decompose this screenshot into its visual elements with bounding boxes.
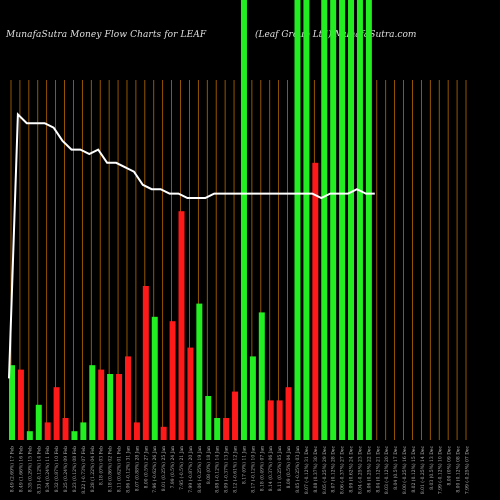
bar: [339, 0, 346, 440]
bar: [53, 387, 60, 440]
bar: [107, 374, 114, 440]
x-tick-label: 8.12 (-0.61%) 12 Jan: [232, 446, 239, 493]
chart-title: MunafaSutra Money Flow Charts for LEAF: [6, 30, 207, 40]
bar: [205, 396, 212, 440]
x-tick-label: 8.09 (0.5%) 04 Jan: [285, 446, 292, 488]
x-tick-label: 8.00 (0.5%) 27 Jan: [142, 446, 149, 488]
bar: [26, 431, 33, 440]
x-tick-label: 8.00 (-0.25%) 16 Dec: [401, 446, 408, 495]
x-tick-label: 7.96 (-0.62%) 26 Jan: [151, 446, 158, 493]
x-tick-label: 8.04 (0.12%) 21 Dec: [374, 446, 381, 493]
bar: [142, 286, 149, 440]
bar: [365, 0, 372, 440]
bar: [80, 422, 87, 440]
bar: [285, 387, 292, 440]
x-tick-label: 8.25 (0.24%) 09 Feb: [62, 446, 69, 492]
x-tick-label: 8.01 (-0.25%) 14 Dec: [419, 446, 426, 495]
x-tick-label: 7.99 (-0.87%) 20 Jan: [187, 446, 194, 493]
bar: [214, 418, 221, 440]
bar: [89, 365, 96, 440]
x-tick-label: 7.99 (-0.12%) 10 Dec: [437, 446, 444, 495]
bar: [276, 400, 283, 440]
x-tick-label: 8.09 (-0.37%) 13 Jan: [223, 446, 230, 493]
bar: [62, 418, 69, 440]
x-tick-label: 8.07 (-0.12%) 31 Dec: [303, 446, 310, 495]
bar: [356, 0, 363, 440]
x-tick-label: 8.04 (-0.25%) 23 Dec: [356, 446, 363, 495]
bar: [44, 422, 51, 440]
bar: [17, 369, 24, 440]
bar: [267, 400, 274, 440]
x-tick-label: 8.03 (0.5%) 13 Dec: [428, 446, 435, 490]
x-tick-label: 8.17 (0%) 11 Jan: [241, 446, 248, 484]
bar: [133, 422, 140, 440]
x-tick-label: 8.28 (1.22%) 04 Feb: [89, 446, 96, 492]
bar: [71, 431, 78, 440]
x-tick-label: 8.17 (-0.12%) 10 Jan: [249, 446, 256, 493]
x-tick-label: 8.11 (0.25%) 05 Jan: [276, 446, 283, 491]
price-line: [8, 112, 375, 379]
bar: [321, 0, 328, 440]
x-tick-label: 8.07 (0.12%) 28 Dec: [330, 446, 337, 493]
x-tick-label: 8.05 (-0.25%) 29 Dec: [321, 446, 328, 495]
bar: [232, 391, 239, 440]
x-tick-label: 7.99 (-0.25%) 07 Dec: [464, 446, 471, 495]
bar: [258, 312, 265, 440]
bar: [178, 211, 185, 440]
bar: [124, 356, 131, 440]
x-tick-label: 8.05 (-0.25%) 03 Jan: [294, 446, 301, 493]
x-tick-label: 8.06 (-0.37%) 27 Dec: [339, 446, 346, 495]
bar: [249, 356, 256, 440]
x-tick-label: 8.09 (0.62%) 24 Dec: [348, 446, 355, 493]
x-tick-label: 8.18 (0%) 03 Feb: [98, 446, 105, 485]
x-tick-label: 8.01 (0.25%) 25 Jan: [160, 446, 167, 491]
x-tick-label: 8.02 (0.12%) 15 Dec: [410, 446, 417, 493]
bar: [303, 0, 310, 440]
bar: [223, 418, 230, 440]
x-tick-label: 8.08 (0.37%) 30 Dec: [312, 446, 319, 493]
bar: [9, 365, 15, 440]
x-tick-label: 8.00 (0%) 09 Dec: [446, 446, 453, 486]
x-tick-label: 8.08 (-0.12%) 14 Jan: [214, 446, 221, 493]
bar: [187, 347, 194, 440]
x-tick-label: 8.00 (0.12%) 08 Dec: [455, 446, 462, 493]
x-tick-label: 8.03 (-0.12%) 20 Dec: [383, 446, 390, 495]
x-tick-label: 8.14 (0.37%) 06 Jan: [267, 446, 274, 491]
bar: [160, 426, 167, 440]
x-tick-label: 8.08 (0%) 18 Jan: [205, 446, 212, 484]
bar: [169, 321, 176, 440]
bar: [312, 162, 319, 441]
bar: [35, 404, 42, 440]
x-tick-label: 8.07 (0.88%) 28 Jan: [133, 446, 140, 491]
x-tick-label: 8.11 (0.62%) 01 Feb: [116, 446, 123, 492]
bar: [240, 0, 247, 440]
x-tick-label: 8.04 (0.5%) 17 Dec: [392, 446, 399, 490]
bar: [348, 0, 355, 440]
x-tick-label: 8.49 (2.69%) 17 Feb: [9, 446, 16, 492]
x-tick-label: 8.35 (0.29%) 15 Feb: [26, 446, 33, 492]
x-tick-label: 8.32 (0.87%) 10 Feb: [53, 446, 60, 492]
bar: [116, 374, 123, 440]
x-tick-label: 8.06 (-0.25%) 19 Jan: [196, 446, 203, 493]
x-tick-label: 8.18 (0.49%) 07 Jan: [258, 446, 265, 491]
bar: [330, 0, 337, 440]
bar: [294, 0, 301, 440]
x-tick-label: 8.23 (0.12%) 08 Feb: [71, 446, 78, 492]
x-tick-label: 7.95 (-0.5%) 21 Jan: [178, 446, 185, 490]
x-tick-label: 8.22 (-0.73%) 07 Feb: [80, 446, 87, 494]
bar: [151, 316, 158, 440]
bar: [98, 369, 105, 440]
x-tick-label: 8.06 (-0.12%) 31 Jan: [125, 446, 132, 493]
x-tick-label: 8.34 (0.24%) 11 Feb: [44, 446, 51, 492]
x-tick-label: 8.49 (1.66%) 16 Feb: [17, 446, 24, 492]
x-tick-label: 8.18 (0.86%) 02 Feb: [107, 446, 114, 492]
bar: [196, 303, 203, 440]
x-tick-label: 8.06 (0.25%) 22 Dec: [365, 446, 372, 493]
x-tick-label: 7.99 (0.5%) 24 Jan: [169, 446, 176, 488]
x-tick-label: 8.33 (-0.12%) 14 Feb: [35, 446, 42, 494]
